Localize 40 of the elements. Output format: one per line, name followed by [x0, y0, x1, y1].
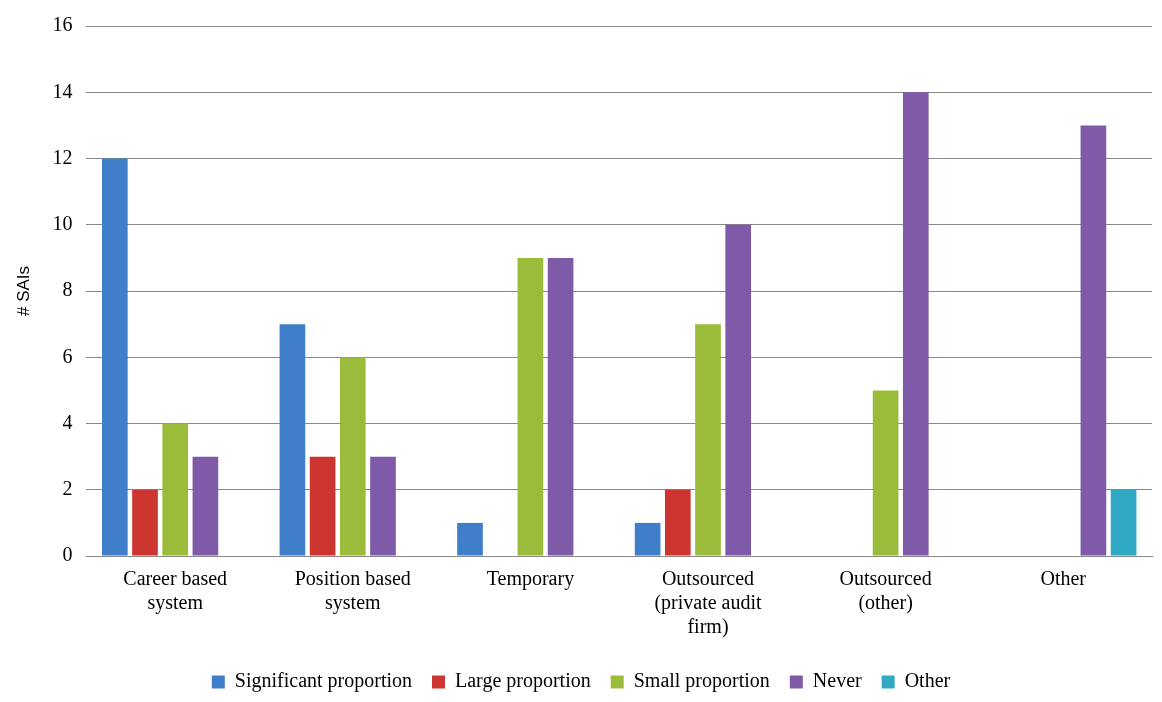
- bar: [192, 456, 219, 556]
- bar: [547, 257, 574, 556]
- bar: [309, 456, 336, 556]
- bar: [457, 522, 483, 556]
- x-tick-label: Outsourced (other): [839, 567, 932, 615]
- bar: [872, 390, 899, 556]
- bar: [162, 423, 189, 556]
- legend-label: Large proportion: [455, 669, 591, 693]
- bar: [101, 158, 128, 556]
- legend-label: Small proportion: [633, 669, 770, 693]
- bar: [339, 357, 366, 556]
- x-tick-label: Position based system: [294, 567, 411, 615]
- bar: [279, 324, 306, 556]
- bar: [902, 92, 929, 556]
- legend-label: Significant proportion: [234, 669, 412, 693]
- y-tick-label: 12: [52, 145, 73, 168]
- bar: [664, 489, 691, 556]
- y-tick-label: 6: [62, 344, 73, 367]
- bar: [634, 522, 661, 556]
- y-tick-label: 14: [52, 79, 73, 102]
- bar: [725, 224, 752, 556]
- bar: [132, 489, 158, 556]
- y-tick-label: 8: [62, 278, 73, 301]
- x-tick-label: Other: [1040, 567, 1087, 590]
- x-tick-label: Career based system: [123, 567, 228, 615]
- x-tick-label: Temporary: [486, 567, 575, 591]
- y-axis-title: # SAIs: [13, 265, 33, 317]
- bar: [695, 324, 721, 556]
- legend-label: Never: [812, 669, 862, 692]
- x-tick-label: Outsourced (private audit firm): [654, 567, 763, 639]
- y-tick-label: 10: [52, 212, 73, 234]
- bar: [517, 257, 544, 556]
- y-tick-label: 16: [52, 13, 73, 36]
- y-tick-label: 4: [62, 410, 73, 433]
- legend-label: Other: [904, 669, 951, 692]
- bar: [1080, 125, 1107, 556]
- y-tick-label: 0: [62, 543, 73, 566]
- bar: [1110, 489, 1137, 556]
- bar: [370, 456, 396, 556]
- y-tick-label: 2: [62, 477, 73, 499]
